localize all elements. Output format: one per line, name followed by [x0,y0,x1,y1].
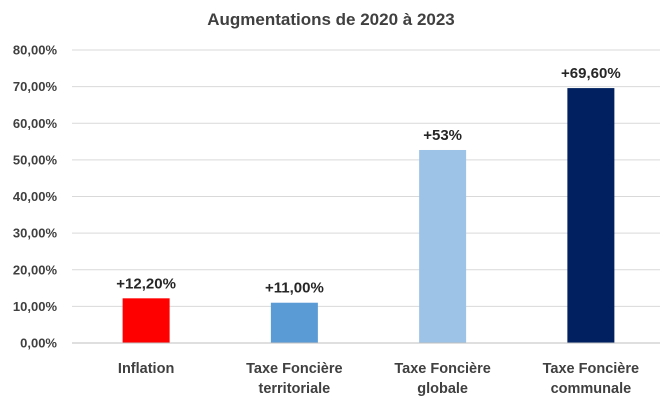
data-label: +53% [423,127,462,144]
bar [419,149,467,343]
y-tick-label: 0,00% [20,336,57,351]
data-label: +12,20% [116,275,176,292]
chart-title: Augmentations de 2020 à 2023 [207,10,455,29]
y-axis-tick-labels: 0,00% 10,00% 20,00% 30,00% 40,00% 50,00% 60,00… [13,43,58,351]
bar [270,302,318,343]
y-tick-label: 10,00% [13,299,58,314]
y-tick-label: 40,00% [13,189,58,204]
data-labels: +12,20% +11,00% +53% +69,60% [116,65,620,297]
category-label: Taxe Foncière territoriale [246,361,342,397]
category-label: Taxe Foncière globale [394,361,490,397]
data-label: +11,00% [265,280,324,297]
bar [567,88,615,343]
y-tick-label: 80,00% [13,43,58,58]
y-tick-label: 30,00% [13,226,58,241]
y-tick-label: 70,00% [13,79,58,94]
data-label: +69,60% [561,65,621,82]
bars [122,88,615,343]
gridlines [72,49,660,307]
category-label: Taxe Foncière communale [543,361,639,397]
y-tick-label: 60,00% [13,116,58,131]
y-tick-label: 50,00% [13,152,58,167]
category-labels: Inflation Taxe Foncière territoriale Taxe F… [118,361,639,397]
category-label: Inflation [118,361,174,377]
y-tick-label: 20,00% [13,262,58,277]
bar [122,298,170,343]
